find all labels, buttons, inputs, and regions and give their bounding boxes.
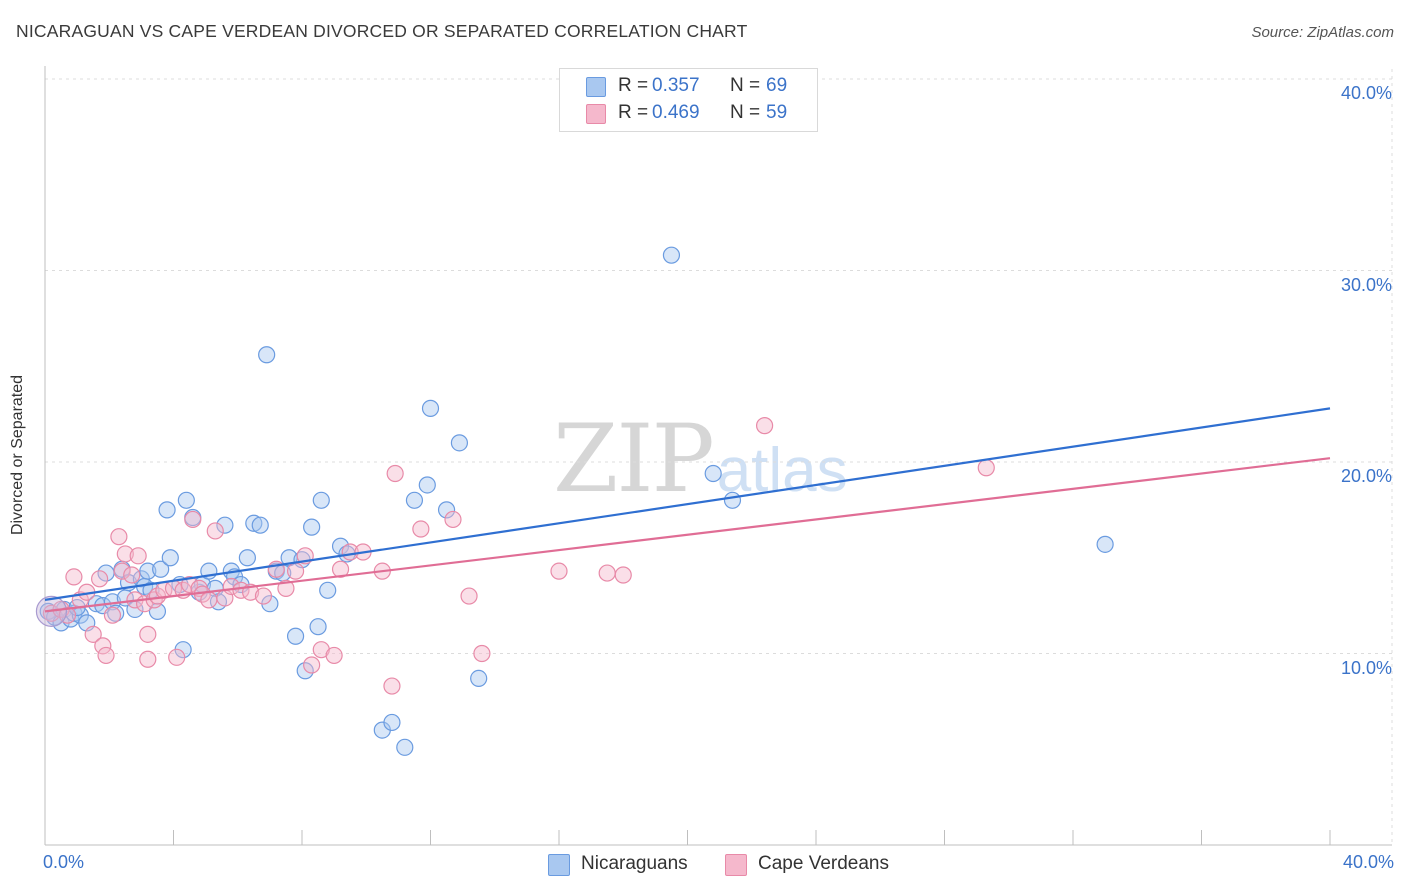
legend-n-value: 59 [766,102,788,123]
cape-verdean-trend-line [44,457,1331,613]
cape-verdean-point [184,510,202,529]
nicaraguan-point [383,713,401,732]
cape-verdean-point [65,568,83,586]
legend-r-label: R = [618,75,649,96]
nicaraguan-point [152,560,170,578]
nicaraguan-point [396,738,414,756]
cape-verdean-point [550,562,568,580]
cape-verdean-point [460,587,478,605]
y-axis-label: Divorced or Separated [9,374,26,536]
nicaraguan-point [437,501,456,519]
cape-verdean-point [97,646,115,665]
legend-label-cape-verdeans: Cape Verdeans [758,853,889,874]
nicaraguan-point [405,491,424,509]
nicaraguan-trend-line [44,407,1331,601]
legend-swatch-pink [725,854,747,876]
legend-r-value: 0.357 [652,75,700,96]
nicaraguan-point [139,562,157,580]
nicaraguan-point [258,346,276,364]
cape-verdean-point [386,464,404,483]
cape-verdean-point [303,656,321,674]
y-tick-label: 40.0% [1340,83,1392,103]
cape-verdean-point [103,606,122,624]
legend-r-value: 0.469 [652,102,700,123]
nicaraguan-point [161,549,179,567]
y-tick-label: 20.0% [1340,466,1392,486]
correlation-legend: R = 0.357 N = 69 R = 0.469 N = 59 [559,68,818,132]
nicaraguan-point [319,581,337,599]
watermark: ZIPatlas [553,405,848,514]
axes [44,66,1392,846]
cape-verdean-point [180,575,199,594]
cape-verdean-point [110,528,128,546]
cape-verdean-point [614,566,632,584]
legend-n-value: 69 [766,75,788,96]
nicaraguan-point [216,516,234,534]
nicaraguan-point [238,549,256,567]
data-points [35,246,1114,756]
cape-verdean-point [129,547,147,565]
nicaraguan-point [245,514,263,532]
nicaraguan-point [470,669,488,687]
cape-verdean-point [94,637,112,655]
cape-verdean-point [412,520,430,538]
legend-swatch-blue [548,854,570,876]
cape-verdean-point [91,570,109,588]
legend-r-label: R = [618,102,649,123]
legend-n-label: N = [730,102,761,123]
cape-verdean-point [123,566,141,584]
chart-title: NICARAGUAN VS CAPE VERDEAN DIVORCED OR S… [16,21,748,41]
nicaraguan-point [704,464,722,483]
cape-verdean-point [200,591,218,609]
y-tick-label: 10.0% [1340,657,1392,678]
cape-verdean-point [383,677,401,695]
cape-verdean-point [598,564,616,582]
cape-verdean-point [168,648,186,666]
cape-verdean-point [84,625,102,643]
legend-swatch-blue [586,77,606,97]
nicaraguan-point [723,491,742,509]
nicaraguan-point [450,434,469,452]
legend-swatch-pink [586,104,606,124]
trend-lines [44,407,1331,613]
cape-verdean-point [977,459,995,477]
cape-verdean-point [444,510,462,529]
cape-verdean-point [113,562,131,580]
cape-verdean-point [286,562,305,580]
nicaraguan-point [286,627,305,645]
nicaraguan-point [251,516,269,534]
nicaraguan-point [312,491,330,509]
nicaraguan-point [177,491,195,509]
cape-verdean-point [139,625,157,643]
watermark-atlas: atlas [716,436,848,505]
x-tick-label-min: 0.0% [43,852,85,872]
cape-verdean-point [473,644,491,663]
chart-source: Source: ZipAtlas.com [1251,24,1394,41]
cape-verdean-point [254,587,273,605]
gridlines [45,69,1393,845]
nicaraguan-point [1096,535,1114,553]
nicaraguan-point [662,246,681,264]
nicaraguan-point [421,399,440,417]
x-tick-label-max: 40.0% [1342,852,1394,872]
y-tick-label: 30.0% [1340,274,1392,295]
legend-label-nicaraguans: Nicaraguans [581,853,688,874]
cape-verdean-point [325,646,343,665]
cape-verdean-point [755,417,774,435]
cape-verdean-point [206,522,224,540]
cape-verdean-point [58,606,77,624]
nicaraguan-point [309,618,327,636]
cape-verdean-point [116,545,134,563]
cape-verdean-point [277,579,295,597]
legend-n-label: N = [730,75,761,96]
cape-verdean-point [139,650,157,668]
nicaraguan-point [418,476,436,494]
nicaraguan-point [296,662,314,680]
nicaraguan-point [303,518,321,536]
nicaraguan-point [158,501,176,519]
watermark-zip: ZIP [553,405,715,514]
